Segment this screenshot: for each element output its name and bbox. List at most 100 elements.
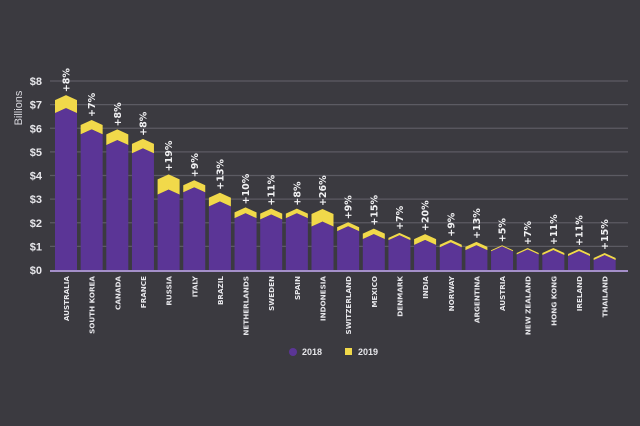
bar-2018-canada — [106, 140, 129, 270]
x-tick-label: NETHERLANDS — [242, 276, 251, 336]
y-axis-label: Billions — [13, 90, 25, 125]
growth-label: +9% — [344, 195, 355, 220]
growth-label: +7% — [395, 205, 406, 230]
x-tick-label: ARGENTINA — [472, 276, 481, 324]
growth-label: +10% — [241, 173, 252, 204]
legend-swatch-2019 — [345, 348, 352, 355]
bar-2019-ireland — [568, 248, 590, 257]
bar-2018-south-korea — [80, 129, 103, 270]
growth-labels: +8% +7% +8% +8% +19% +9% +13% +10% +11% +8% +26% +9… — [62, 68, 612, 250]
bar-2018-switzerland — [337, 226, 360, 270]
bar-2018-italy — [183, 187, 206, 270]
bar-2018-brazil — [208, 201, 231, 270]
growth-label: +11% — [267, 174, 278, 205]
y-tick-label: $3 — [30, 194, 42, 206]
growth-label: +9% — [190, 153, 201, 178]
x-tick-label: BRAZIL — [216, 276, 225, 305]
bar-2019-india — [414, 234, 437, 245]
bar-2019-indonesia — [311, 209, 334, 227]
growth-label: +5% — [498, 218, 509, 243]
growth-label: +11% — [575, 215, 586, 246]
legend-label-2019: 2019 — [358, 347, 378, 357]
bar-2018-thailand — [593, 255, 616, 270]
x-tick-label: MEXICO — [370, 276, 379, 308]
growth-label: +19% — [164, 140, 175, 171]
bar-2019-thailand — [593, 252, 616, 261]
y-tick-label: $1 — [30, 241, 42, 253]
bar-2019-argentina — [465, 241, 488, 251]
legend: 2018 2019 — [289, 347, 378, 357]
y-tick-label: $0 — [30, 265, 42, 277]
bar-2018-mexico — [362, 234, 385, 270]
growth-label: +8% — [138, 111, 149, 136]
bar-2019-spain — [285, 208, 308, 219]
y-tick-label: $4 — [30, 171, 43, 183]
growth-label: +8% — [113, 102, 124, 127]
x-tick-label: SPAIN — [293, 276, 302, 300]
bar-2018-india — [414, 239, 437, 270]
bar-2018-hong-kong — [542, 250, 565, 270]
bars — [55, 95, 616, 270]
x-tick-label: SOUTH KOREA — [88, 276, 97, 334]
growth-label: +8% — [62, 68, 73, 93]
bar-2018-norway — [439, 242, 462, 270]
x-tick-label: IRELAND — [575, 276, 584, 311]
growth-label: +15% — [600, 219, 611, 250]
bar-2019-switzerland — [337, 222, 360, 232]
x-tick-label: THAILAND — [601, 276, 610, 317]
y-tick-label: $7 — [30, 100, 42, 112]
bar-2018-sweden — [260, 214, 283, 270]
x-tick-label: NEW ZEALAND — [524, 276, 533, 335]
bar-2019-austria — [491, 245, 514, 252]
bar-2018-spain — [285, 213, 308, 270]
growth-label: +9% — [446, 212, 457, 237]
bar-2019-brazil — [208, 192, 231, 207]
y-tick-label: $6 — [30, 123, 42, 135]
x-tick-label: ITALY — [190, 275, 199, 297]
growth-label: +26% — [318, 175, 329, 206]
bar-2018-denmark — [388, 235, 411, 270]
bar-2019-hong-kong — [542, 248, 565, 256]
x-tick-label: NORWAY — [447, 275, 456, 311]
x-tick-label: AUSTRIA — [498, 276, 507, 311]
legend-label-2018: 2018 — [302, 347, 322, 357]
growth-label: +15% — [369, 194, 380, 225]
bar-2019-south-korea — [80, 119, 103, 135]
bar-2018-ireland — [568, 251, 590, 270]
x-tick-label: INDIA — [421, 276, 430, 299]
x-tick-label: SWEDEN — [267, 276, 276, 311]
x-tick-label: AUSTRALIA — [62, 276, 71, 322]
growth-label: +11% — [549, 214, 560, 245]
bar-2018-indonesia — [311, 221, 334, 270]
bar-2019-denmark — [388, 232, 411, 241]
x-tick-label: DENMARK — [395, 276, 404, 317]
legend-swatch-2018 — [289, 348, 297, 356]
x-tick-label: FRANCE — [139, 276, 148, 308]
bar-2019-mexico — [362, 228, 385, 240]
x-tick-label: RUSSIA — [165, 276, 174, 306]
growth-label: +20% — [421, 200, 432, 231]
bar-2019-italy — [183, 180, 206, 193]
growth-label: +13% — [472, 208, 483, 239]
y-tick-label: $5 — [30, 147, 42, 159]
y-axis-ticks: $0 $1 $2 $3 $4 $5 $6 $7 $8 — [30, 76, 43, 277]
bar-2018-new-zealand — [516, 249, 539, 270]
x-axis-labels: AUSTRALIA SOUTH KOREA CANADA FRANCE RUSSIA IT… — [62, 275, 610, 335]
bar-2018-austria — [491, 246, 514, 270]
growth-label: +7% — [87, 92, 98, 117]
x-tick-label: SWITZERLAND — [344, 276, 353, 334]
bar-2019-france — [131, 138, 154, 154]
x-tick-label: INDONESIA — [319, 276, 328, 322]
bar-2018-france — [131, 148, 154, 270]
growth-label: +13% — [215, 159, 226, 190]
bar-2019-norway — [439, 239, 462, 248]
y-tick-label: $2 — [30, 218, 42, 230]
bar-2019-australia — [55, 95, 77, 114]
y-tick-label: $8 — [30, 76, 42, 88]
bar-2018-netherlands — [234, 213, 257, 270]
bar-2019-russia — [157, 174, 180, 195]
bar-2019-canada — [106, 129, 129, 146]
bar-2018-argentina — [465, 245, 488, 270]
bar-2018-australia — [55, 108, 77, 270]
